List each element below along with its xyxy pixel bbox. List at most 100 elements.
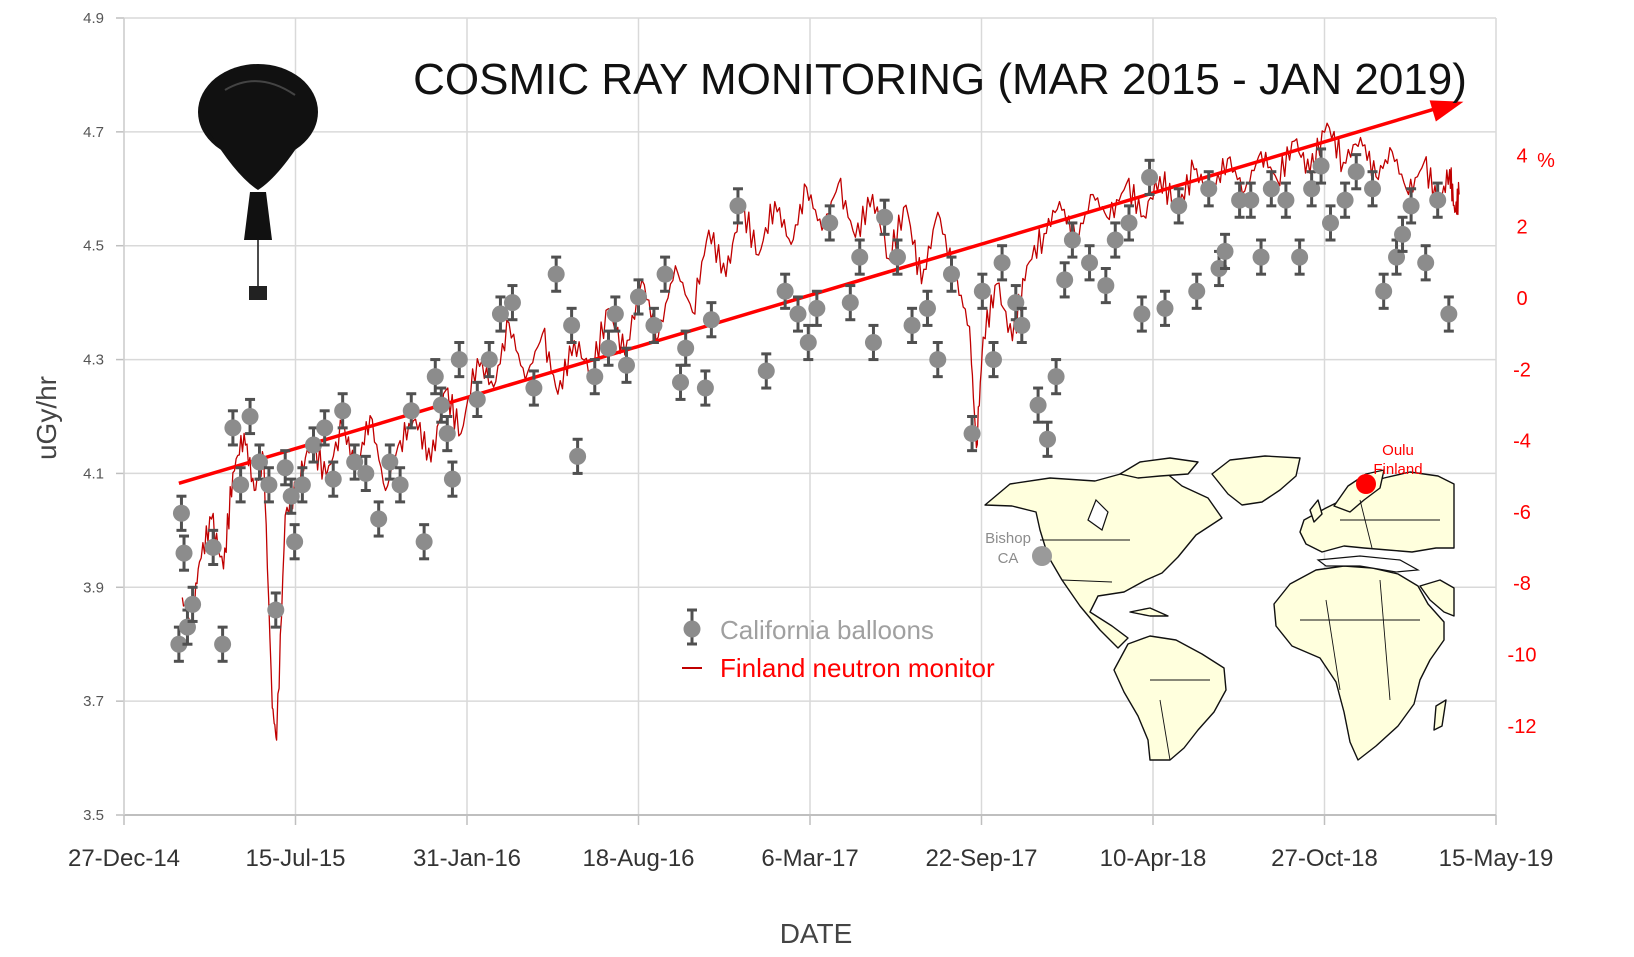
balloon-point: [172, 494, 190, 532]
map-africa: [1273, 565, 1445, 761]
balloon-point: [1375, 272, 1393, 310]
right-tick-label: -6: [1513, 502, 1531, 524]
balloon-point: [993, 244, 1011, 282]
balloon-point: [1097, 266, 1115, 305]
balloon-point: [357, 454, 375, 493]
balloon-point: [1047, 358, 1065, 396]
balloon-point: [346, 443, 364, 481]
x-tick-label: 10-Apr-18: [1100, 845, 1207, 872]
balloon-point: [1394, 215, 1412, 253]
balloon-point: [656, 255, 674, 293]
balloon-point: [286, 523, 304, 561]
balloon-point: [282, 477, 300, 515]
balloon-point: [1216, 232, 1234, 270]
balloon-point: [426, 358, 444, 396]
neutron-series-path: [181, 122, 1460, 741]
map-border: [1159, 699, 1171, 761]
balloon-point: [757, 352, 775, 390]
neutron-monitor-line: [181, 122, 1460, 741]
balloon-point: [864, 323, 882, 362]
balloon-point: [1262, 170, 1280, 208]
right-axis-unit: %: [1537, 150, 1555, 172]
x-tick-label: 27-Oct-18: [1271, 845, 1378, 872]
balloon-point: [241, 397, 259, 436]
balloon-neck: [208, 130, 308, 190]
legend-neutron-label: Finland neutron monitor: [720, 653, 995, 683]
balloon-point: [1364, 170, 1382, 208]
balloon-point: [963, 415, 981, 453]
oulu-label-line1: Oulu: [1382, 442, 1414, 459]
balloon-point: [630, 278, 647, 316]
balloon-point: [1056, 261, 1074, 299]
balloon-point: [563, 306, 581, 344]
map-mediterranean: [1316, 555, 1420, 573]
balloon-point: [293, 466, 311, 504]
balloon-point: [617, 346, 635, 384]
balloon-point: [888, 238, 906, 276]
legend-balloons-label: California balloons: [720, 615, 934, 645]
balloon-point: [1440, 295, 1458, 333]
map-madagascar: [1433, 699, 1447, 731]
balloon-point: [1029, 386, 1047, 424]
x-axis-title: DATE: [780, 918, 853, 949]
balloon-point: [232, 466, 250, 504]
map-cuba: [1129, 607, 1169, 617]
balloon-point: [525, 369, 543, 407]
map-north-america: [984, 469, 1223, 649]
balloon-point: [1402, 187, 1420, 225]
balloon-point: [677, 329, 695, 367]
y-tick-label: 3.7: [83, 693, 104, 710]
balloon-point: [789, 295, 807, 333]
balloon-point: [702, 301, 720, 339]
x-tick-label: 22-Sep-17: [925, 845, 1037, 872]
trend-arrowhead: [1429, 100, 1464, 122]
balloon-point: [1133, 295, 1151, 333]
tick-labels: 3.5 3.7 3.9 4.1 4.3 4.5 4.7 4.9 27-Dec-14 15-Jul-…: [68, 10, 1553, 872]
balloon-point: [776, 272, 794, 310]
balloon-point: [808, 289, 826, 327]
balloon-point: [569, 437, 587, 475]
map-hudson-bay: [1087, 498, 1109, 531]
y-tick-label: 4.1: [83, 465, 104, 482]
balloon-point: [1322, 204, 1340, 242]
balloon-payload: [249, 286, 267, 300]
y-tick-label: 4.5: [83, 238, 104, 255]
balloon-point: [1417, 244, 1435, 282]
balloon-point: [204, 528, 222, 567]
map-border: [1061, 579, 1113, 583]
chart-title: COSMIC RAY MONITORING (MAR 2015 - JAN 20…: [413, 55, 1467, 104]
balloon-point: [503, 284, 521, 322]
right-tick-label: 0: [1516, 288, 1527, 310]
map-border: [1379, 579, 1391, 701]
balloon-point: [696, 369, 714, 407]
balloon-point: [1336, 181, 1354, 219]
x-tick-label: 31-Jan-16: [413, 845, 521, 872]
balloon-point: [599, 329, 617, 367]
balloon-points: [170, 147, 1458, 663]
balloon-point: [851, 238, 869, 276]
bishop-label-line2: CA: [998, 550, 1019, 567]
balloon-point: [267, 591, 285, 629]
balloon-highlight: [224, 80, 296, 96]
balloon-point: [606, 295, 624, 333]
balloon-point: [316, 409, 334, 447]
balloon-point: [942, 255, 960, 293]
oulu-label-line2: Finland: [1373, 461, 1422, 478]
map-border: [1359, 499, 1373, 549]
balloon-point: [1063, 221, 1081, 259]
y-tick-label: 4.9: [83, 10, 104, 27]
map-canada-arctic: [1119, 457, 1199, 479]
balloon-point: [821, 204, 839, 242]
balloon-point: [370, 500, 388, 538]
balloon-point: [672, 363, 690, 401]
balloon-point: [876, 198, 894, 236]
trend-arrow: [178, 100, 1464, 486]
balloon-point: [1141, 158, 1159, 196]
y-tick-label: 3.9: [83, 579, 104, 596]
right-tick-label: -2: [1513, 359, 1531, 381]
balloon-point: [1200, 170, 1218, 208]
balloon-point: [1312, 147, 1330, 185]
balloon-point: [480, 340, 498, 379]
balloon-point: [324, 460, 342, 498]
balloon-point: [381, 443, 399, 481]
